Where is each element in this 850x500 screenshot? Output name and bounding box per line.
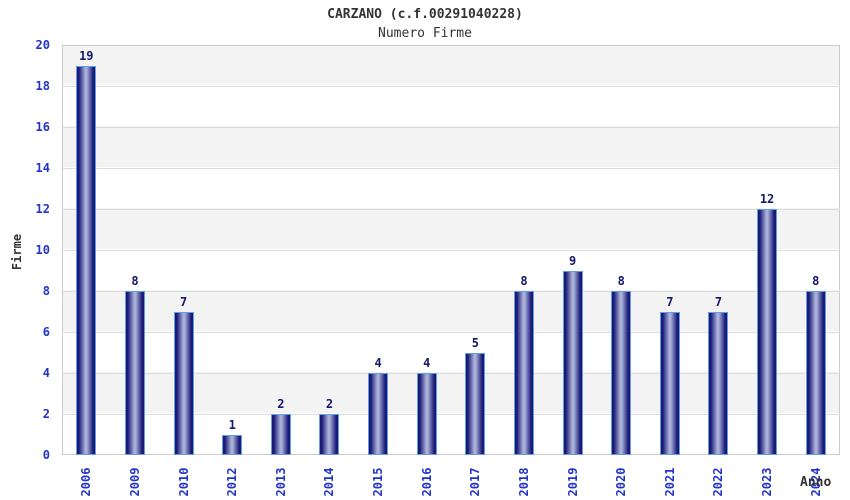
y-tick-label: 14: [35, 160, 50, 175]
y-tick-label: 8: [42, 283, 50, 298]
bar-value-label: 19: [79, 48, 94, 63]
chart-title: CARZANO (c.f.00291040228): [327, 7, 523, 22]
x-tick-label-2014: 2014: [322, 467, 337, 497]
bar-value-label: 2: [325, 397, 334, 411]
grid-line: [62, 331, 840, 333]
x-tick-label-2021: 2021: [662, 467, 677, 497]
x-tick-label-2020: 2020: [614, 467, 629, 497]
bar-2024: [805, 291, 826, 455]
y-tick-label: 6: [42, 324, 50, 339]
bar-2009: [124, 291, 145, 455]
bar-2006: [76, 65, 97, 455]
x-tick-label-2017: 2017: [468, 467, 483, 497]
x-tick-label-2016: 2016: [419, 467, 434, 497]
bar-value-label: 4: [374, 356, 382, 370]
bar-2023: [757, 209, 778, 455]
bar-2016: [416, 373, 437, 455]
bar-2014: [319, 414, 340, 455]
grid-line: [62, 249, 840, 251]
y-axis-title: Firme: [10, 233, 24, 271]
grid-line: [62, 126, 840, 128]
bar-value-label: 7: [666, 294, 674, 309]
bar-2012: [222, 434, 243, 455]
x-tick-label-2009: 2009: [127, 467, 142, 497]
bar-2020: [611, 291, 632, 455]
y-tick-label: 20: [35, 37, 50, 52]
bar-value-label: 7: [714, 294, 723, 309]
y-tick-label: 18: [35, 78, 50, 93]
bar-2021: [659, 311, 680, 455]
x-tick-label-2022: 2022: [711, 467, 726, 497]
bar-value-label: 1: [228, 417, 236, 432]
bar-2018: [513, 291, 534, 455]
bar-2013: [270, 414, 291, 455]
grid-line: [62, 290, 840, 292]
y-tick-label: 2: [42, 406, 50, 421]
bar-value-label: 2: [277, 397, 285, 411]
grid-line: [62, 372, 840, 374]
y-tick-label: 4: [42, 365, 50, 380]
y-tick-label: 10: [35, 242, 50, 257]
bar-value-label: 8: [520, 274, 528, 288]
bar-value-label: 8: [131, 274, 139, 288]
x-tick-label-2010: 2010: [176, 467, 191, 497]
x-axis-title: Anno: [800, 475, 832, 490]
grid-line: [62, 208, 840, 210]
x-tick-label-2006: 2006: [79, 467, 94, 497]
bar-2019: [562, 270, 583, 455]
bar-value-label: 9: [568, 253, 577, 268]
x-tick-label-2015: 2015: [371, 467, 386, 497]
bar-2015: [368, 373, 389, 455]
x-tick-label-2019: 2019: [565, 467, 580, 497]
y-tick-label: 0: [42, 447, 50, 462]
bar-2017: [465, 352, 486, 455]
x-tick-label-2012: 2012: [225, 467, 240, 497]
bar-value-label: 4: [423, 356, 431, 370]
grid-line: [62, 85, 840, 87]
bar-2010: [173, 311, 194, 455]
x-tick-label-2018: 2018: [516, 467, 531, 497]
bar-value-label: 8: [812, 274, 820, 288]
bar-2022: [708, 311, 729, 455]
chart-subtitle: Numero Firme: [378, 26, 472, 41]
bar-value-label: 7: [179, 294, 188, 309]
grid-line: [62, 413, 840, 415]
x-tick-label-2013: 2013: [273, 467, 288, 497]
y-tick-label: 16: [35, 119, 50, 134]
grid-line: [62, 167, 840, 169]
bar-value-label: 5: [471, 335, 479, 350]
bar-value-label: 8: [617, 274, 625, 288]
y-tick-label: 12: [35, 201, 50, 216]
bar-value-label: 12: [759, 192, 775, 206]
x-tick-label-2023: 2023: [760, 467, 775, 497]
